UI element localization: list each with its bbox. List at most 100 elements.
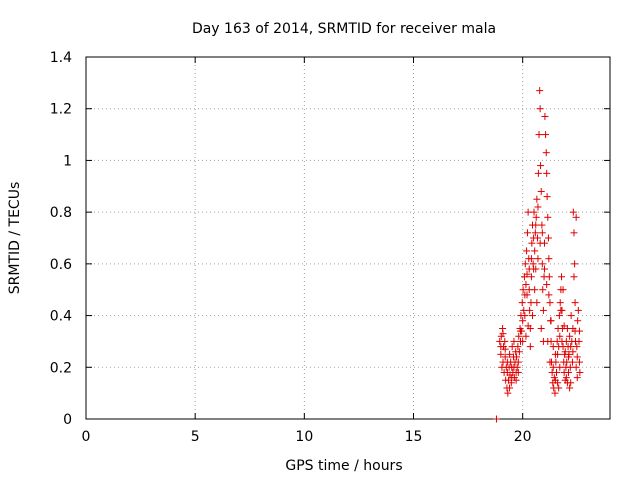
data-point — [492, 415, 500, 423]
data-point — [537, 187, 545, 195]
data-point — [573, 343, 581, 351]
data-point — [532, 221, 540, 229]
data-point — [554, 379, 562, 387]
data-point — [570, 273, 578, 281]
data-point — [549, 343, 557, 351]
data-point — [566, 332, 574, 340]
data-point — [516, 327, 524, 335]
data-point — [572, 363, 580, 371]
data-point — [575, 358, 583, 366]
data-point — [569, 208, 577, 216]
data-point — [535, 131, 543, 139]
y-tick-label: 1.2 — [50, 102, 72, 118]
data-point — [527, 255, 535, 263]
data-point — [534, 234, 542, 242]
data-point — [561, 348, 569, 356]
data-point — [541, 265, 548, 273]
y-axis-ticks: 0 0.2 0.4 0.6 0.8 1 1.2 1.4 — [50, 50, 610, 428]
data-point — [563, 379, 571, 387]
data-point — [574, 306, 582, 314]
data-point — [545, 255, 553, 263]
data-point — [566, 384, 574, 392]
data-point — [499, 330, 507, 338]
data-point — [542, 149, 550, 157]
data-point — [546, 299, 554, 307]
data-point — [533, 299, 541, 307]
data-point — [545, 291, 553, 299]
data-point — [534, 169, 542, 177]
data-point — [560, 322, 568, 330]
data-point — [544, 234, 552, 242]
data-point — [541, 112, 549, 120]
data-point — [519, 317, 527, 325]
data-point — [539, 286, 547, 294]
data-point — [513, 353, 521, 361]
data-point — [528, 239, 536, 247]
data-point — [566, 363, 574, 371]
data-point — [556, 332, 564, 340]
data-point — [558, 337, 566, 345]
y-tick-label: 0 — [63, 412, 72, 428]
data-point — [530, 265, 538, 273]
x-tick-label: 0 — [82, 429, 91, 445]
x-tick-label: 10 — [295, 429, 313, 445]
data-point — [575, 327, 583, 335]
data-point — [568, 358, 576, 366]
data-point — [515, 348, 523, 356]
data-point — [514, 368, 522, 376]
x-tick-label: 20 — [514, 429, 532, 445]
y-tick-label: 1 — [63, 153, 72, 169]
data-point — [534, 203, 542, 211]
data-point — [573, 353, 581, 361]
data-point — [508, 374, 516, 382]
data-point — [558, 273, 566, 281]
x-axis-label: GPS time / hours — [285, 458, 402, 474]
y-tick-label: 0.4 — [50, 309, 72, 325]
data-point — [526, 343, 534, 351]
data-point — [524, 208, 532, 216]
data-point — [510, 363, 518, 371]
data-point — [523, 229, 531, 237]
data-point — [531, 229, 539, 237]
data-point — [531, 286, 539, 294]
plot-frame — [85, 56, 611, 420]
data-point — [543, 193, 551, 201]
data-point — [497, 350, 505, 358]
data-point — [503, 358, 511, 366]
data-point — [556, 299, 564, 307]
data-point — [565, 353, 573, 361]
data-point — [521, 312, 529, 320]
data-point — [539, 306, 547, 314]
data-point — [570, 229, 578, 237]
x-axis-ticks: 0 5 10 15 20 — [82, 57, 532, 445]
data-point — [575, 337, 583, 345]
data-point — [526, 306, 534, 314]
data-point — [571, 299, 579, 307]
data-point — [521, 260, 529, 268]
data-point — [562, 374, 570, 382]
data-point — [512, 376, 520, 384]
data-point — [547, 317, 555, 325]
data-point — [537, 325, 545, 332]
data-point — [552, 358, 560, 366]
data-point — [576, 368, 584, 376]
data-point — [567, 312, 575, 320]
chart-title: Day 163 of 2014, SRMTID for receiver mal… — [192, 21, 496, 37]
y-tick-label: 0.8 — [50, 205, 72, 221]
data-point — [537, 162, 545, 170]
x-tick-label: 5 — [191, 429, 200, 445]
data-point — [528, 312, 536, 320]
data-point — [497, 343, 505, 351]
data-point — [538, 229, 546, 237]
data-point — [504, 389, 512, 397]
data-point — [515, 332, 523, 340]
data-point — [557, 306, 565, 314]
data-point — [551, 350, 559, 358]
data-point — [533, 195, 541, 203]
data-point — [520, 306, 528, 314]
data-point — [534, 255, 542, 263]
data-point — [510, 337, 518, 345]
data-point — [569, 348, 577, 356]
data-point — [573, 374, 581, 382]
data-point — [571, 260, 579, 268]
